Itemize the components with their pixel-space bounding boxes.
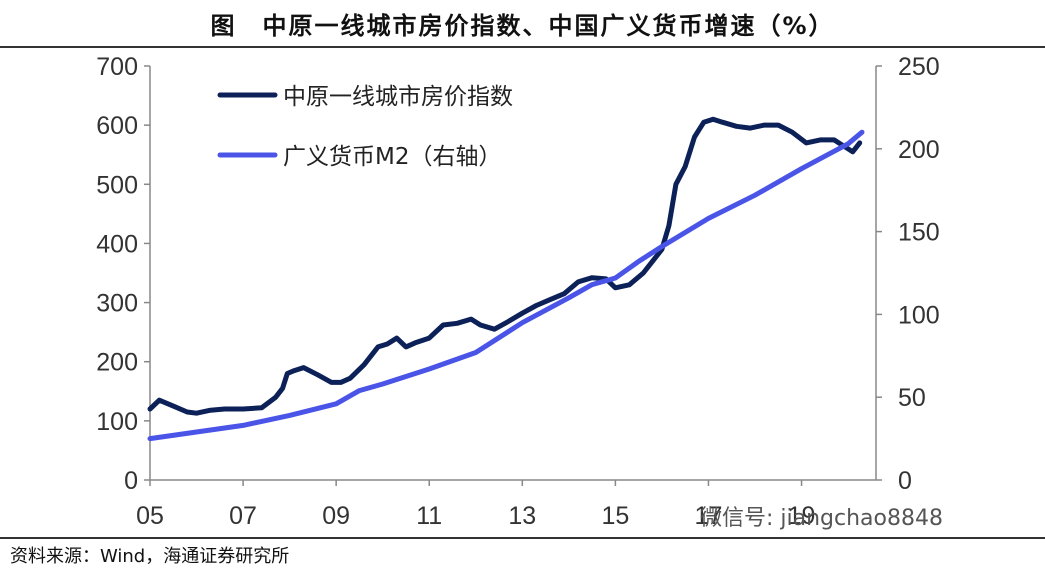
x-tick-label: 15 [601, 502, 629, 530]
right-tick-label: 200 [898, 136, 940, 164]
source-divider [0, 537, 1045, 539]
left-tick-label: 0 [124, 467, 138, 495]
right-tick-label: 0 [898, 467, 912, 495]
title-bar: 图 中原一线城市房价指数、中国广义货币增速（%） [0, 0, 1045, 46]
axes [149, 66, 877, 481]
left-axis-ticks: 0 100 200 300 400 500 600 700 [96, 53, 150, 495]
right-tick-label: 50 [898, 384, 926, 412]
m2-line [147, 129, 865, 442]
left-tick-label: 300 [96, 290, 138, 318]
x-axis-ticks: 05 07 09 11 13 15 17 19 [136, 480, 815, 530]
left-tick-label: 200 [96, 349, 138, 377]
x-tick-label: 07 [229, 502, 257, 530]
left-tick-label: 600 [96, 112, 138, 140]
left-tick-label: 500 [96, 171, 138, 199]
series-layer [147, 116, 865, 442]
left-tick-label: 700 [96, 53, 138, 81]
legend-label-house-price: 中原一线城市房价指数 [283, 84, 513, 110]
right-tick-label: 100 [898, 301, 940, 329]
left-tick-label: 100 [96, 408, 138, 436]
x-tick-label: 17 [695, 502, 723, 530]
chart-title: 图 中原一线城市房价指数、中国广义货币增速（%） [210, 12, 835, 40]
source-note: 资料来源：Wind，海通证券研究所 [10, 546, 290, 567]
left-tick-label: 400 [96, 230, 138, 258]
x-tick-label: 05 [136, 502, 164, 530]
x-tick-label: 13 [508, 502, 536, 530]
x-tick-label: 09 [322, 502, 350, 530]
title-divider [0, 46, 1045, 48]
right-axis-ticks: 0 50 100 150 200 250 [876, 53, 940, 495]
right-tick-label: 150 [898, 219, 940, 247]
legend-label-m2: 广义货币M2（右轴） [283, 144, 501, 170]
right-tick-label: 250 [898, 53, 940, 81]
x-tick-label: 19 [788, 502, 816, 530]
x-tick-label: 11 [416, 502, 442, 530]
house-price-index-line [147, 116, 863, 416]
watermark: 微信号: jiangchao8848 [700, 506, 943, 531]
